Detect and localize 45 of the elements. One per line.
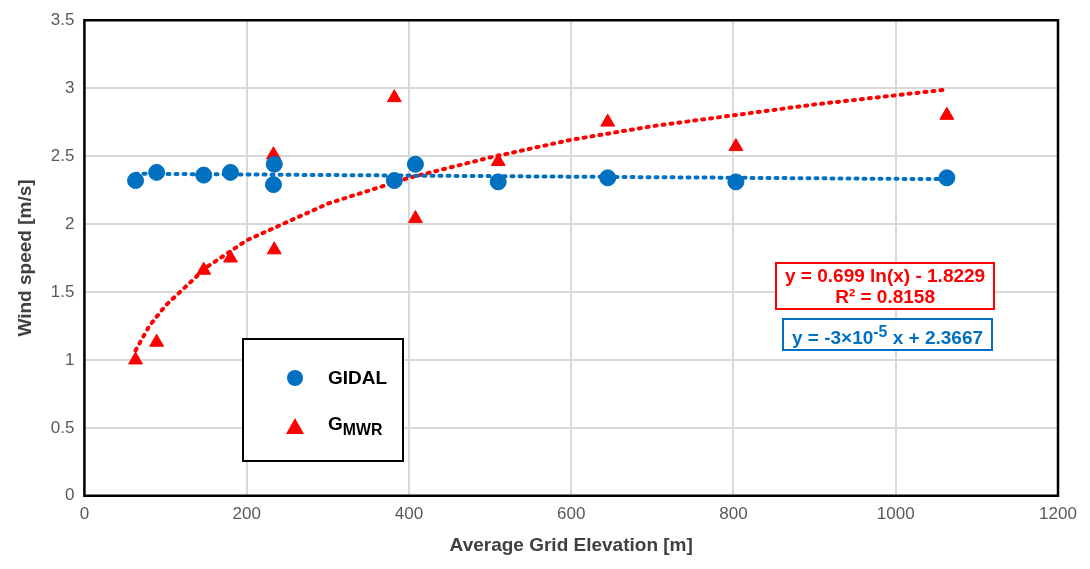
annotation: R² = 0.8158 xyxy=(835,286,935,307)
y-tick-label: 0 xyxy=(64,485,75,505)
x-axis-title: Average Grid Elevation [m] xyxy=(449,533,693,555)
point xyxy=(386,89,402,103)
legend-label: GIDAL xyxy=(328,367,388,389)
point xyxy=(408,210,423,224)
point xyxy=(223,249,238,263)
point xyxy=(385,172,403,190)
y-axis-title: Wind speed [m/s] xyxy=(13,179,35,337)
point xyxy=(148,163,166,181)
x-tick-label: 200 xyxy=(232,503,261,523)
y-tick-label: 1 xyxy=(64,349,75,369)
point xyxy=(600,113,616,127)
point xyxy=(221,163,239,181)
point xyxy=(406,155,424,173)
point xyxy=(599,169,617,187)
y-tick-label: 0.5 xyxy=(50,417,75,437)
point xyxy=(489,173,507,191)
point xyxy=(939,106,955,120)
x-tick-label: 400 xyxy=(394,503,424,523)
point xyxy=(727,173,745,191)
x-tick-label: 1200 xyxy=(1039,503,1077,523)
point xyxy=(128,351,143,365)
y-tick-label: 3.5 xyxy=(50,9,75,29)
point xyxy=(127,172,145,190)
point xyxy=(264,176,282,194)
x-tick-label: 1000 xyxy=(876,503,915,523)
point xyxy=(149,333,165,347)
x-tick-label: 800 xyxy=(719,503,748,523)
point xyxy=(490,153,506,167)
point xyxy=(266,241,282,255)
point xyxy=(195,166,213,184)
x-tick-label: 600 xyxy=(557,503,586,523)
y-tick-label: 1.5 xyxy=(50,281,75,301)
legend-label: G$_{MWR}$ xyxy=(328,413,383,439)
point xyxy=(196,261,212,275)
x-tick-label: 0 xyxy=(79,503,90,523)
y-tick-label: 2 xyxy=(64,213,75,233)
y-tick-label: 3 xyxy=(64,77,75,97)
point xyxy=(728,138,744,152)
annotation: y = 0.699 ln(x) - 1.8229 xyxy=(785,265,986,286)
y-tick-label: 2.5 xyxy=(50,145,75,165)
point xyxy=(265,155,283,173)
point xyxy=(938,169,956,187)
annotation: y = -3×10$^{-5}$ x + 2.3667 xyxy=(782,318,994,352)
